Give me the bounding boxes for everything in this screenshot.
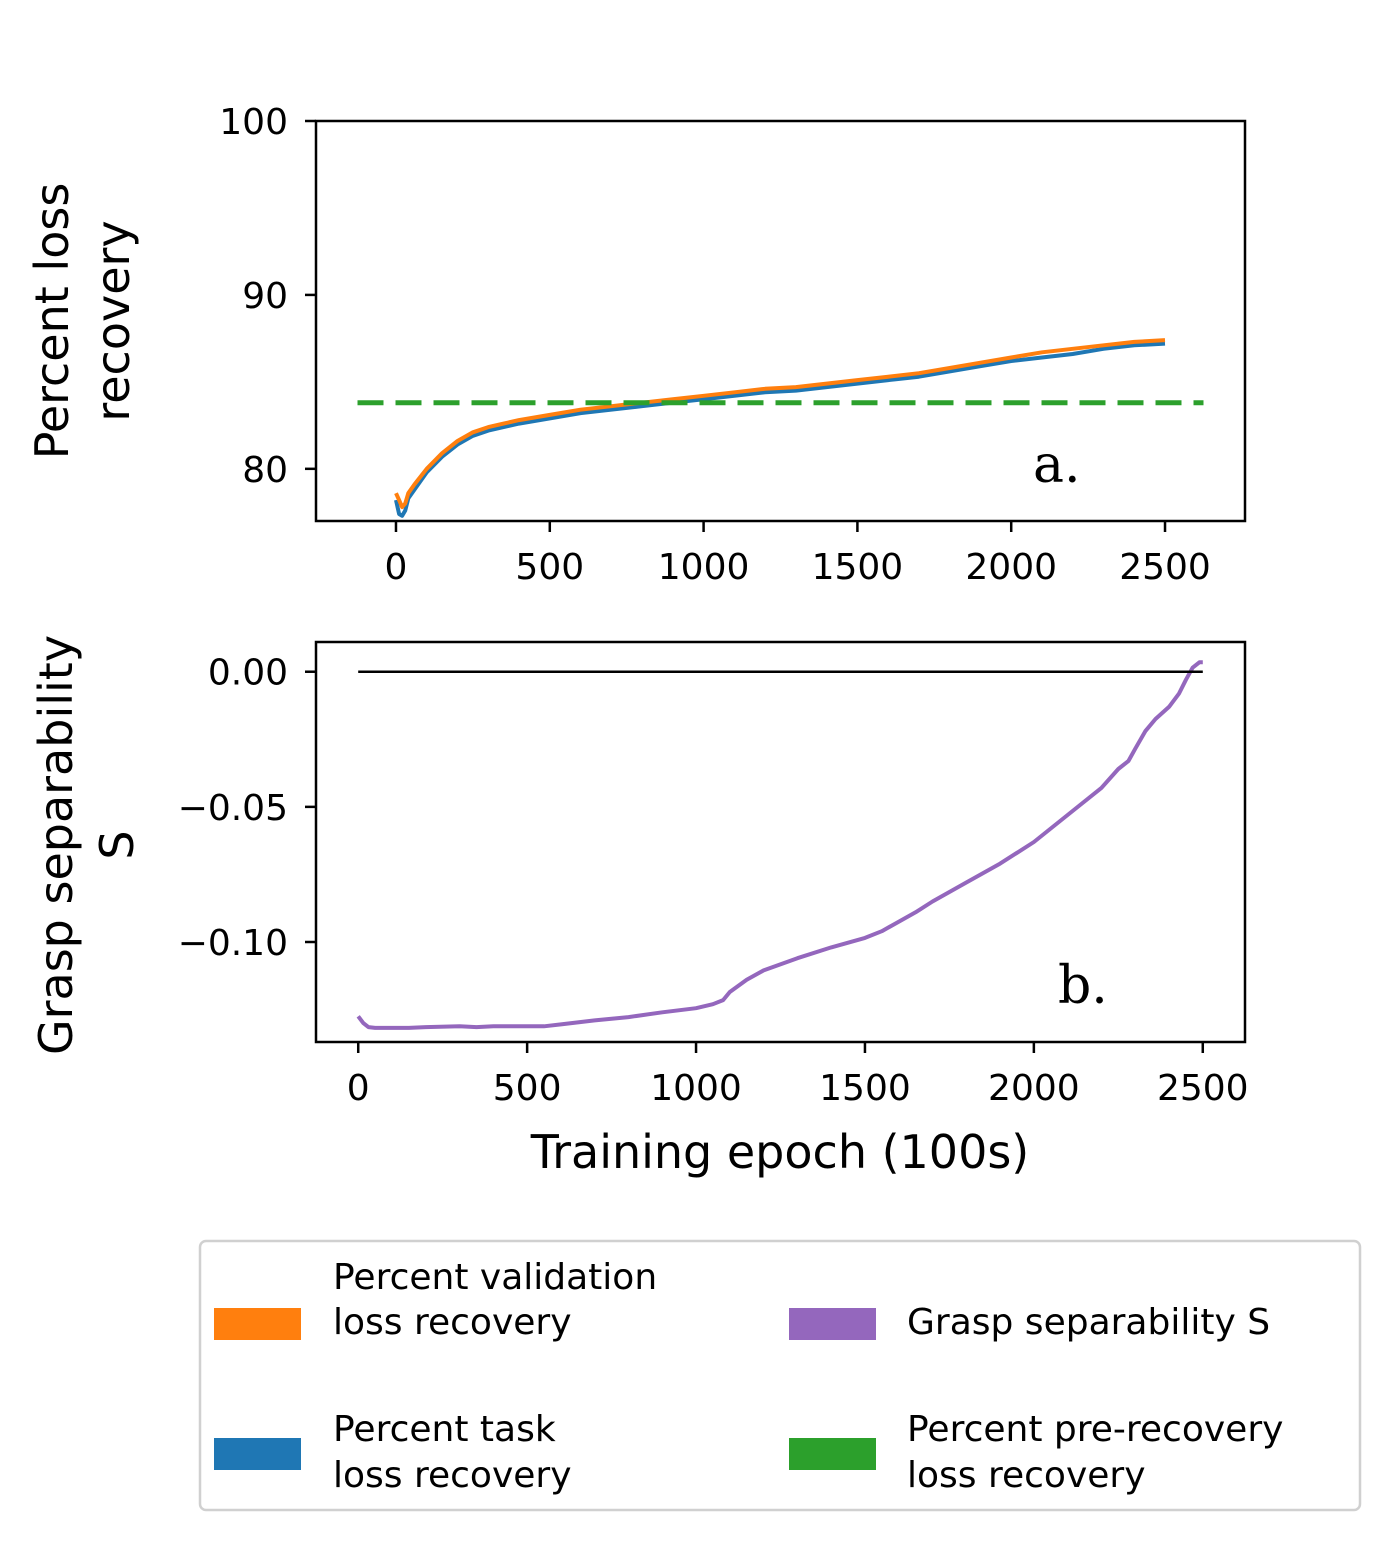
panel-b-x-ticks: 0 500 1000 1500 2000 2500: [347, 1042, 1249, 1109]
legend-label-task-line2: loss recovery: [333, 1455, 572, 1496]
panel-b-label: b.: [1058, 956, 1108, 1016]
panel-a-y-ticks: 80 90 100: [219, 102, 316, 491]
panel-b-x-tick-label: 1000: [650, 1068, 742, 1109]
panel-a-y-tick-label: 80: [242, 450, 288, 491]
panel-a-frame: [314, 119, 1247, 523]
panel-b-y-ticks: 0.00 −0.05 −0.10: [178, 653, 316, 964]
panel-a-x-tick-label: 0: [385, 547, 408, 588]
legend-swatch-pre-recovery: [789, 1438, 876, 1470]
panel-b-data: [356, 660, 1203, 1030]
panel-b-y-tick-label: −0.10: [178, 923, 288, 964]
legend-label-validation-line1: Percent validation: [333, 1257, 657, 1298]
panel-b-y-tick-label: −0.05: [178, 788, 288, 829]
panel-a-x-ticks: 0 500 1000 1500 2000 2500: [385, 521, 1211, 588]
legend-frame: [198, 1239, 1362, 1512]
panel-a-y-tick-label: 90: [242, 276, 288, 317]
x-axis-label: Training epoch (100s): [530, 1125, 1030, 1179]
panel-b-x-tick-label: 500: [493, 1068, 562, 1109]
panel-b-x-tick-label: 1500: [819, 1068, 911, 1109]
panel-a-ylabel-line2: recovery: [86, 220, 140, 421]
legend-swatch-separability: [789, 1308, 876, 1340]
panel-a: 0 500 1000 1500 2000 2500 80 90 100 a. Percent …: [25, 102, 1247, 588]
panel-a-x-tick-label: 1000: [658, 547, 750, 588]
legend-label-pre-recovery-line1: Percent pre-recovery: [907, 1409, 1283, 1450]
panel-a-x-tick-label: 2000: [965, 547, 1057, 588]
panel-a-ylabel-line1: Percent loss: [25, 183, 79, 460]
legend-swatch-validation: [214, 1308, 301, 1340]
panel-b-x-tick-label: 2000: [988, 1068, 1080, 1109]
legend-label-pre-recovery-line2: loss recovery: [907, 1455, 1146, 1496]
panel-b-x-tick-label: 0: [347, 1068, 370, 1109]
legend-label-separability: Grasp separability S: [907, 1302, 1270, 1343]
panel-b-ylabel-line1: Grasp separability: [29, 635, 83, 1055]
panel-a-series-percent-validation-loss-recovery: [394, 338, 1166, 510]
panel-a-x-tick-label: 2500: [1119, 547, 1211, 588]
legend-swatch-task: [214, 1438, 301, 1470]
panel-a-series-percent-task-loss-recovery: [394, 341, 1166, 518]
panel-b-y-tick-label: 0.00: [208, 653, 288, 694]
panel-b-x-tick-label: 2500: [1157, 1068, 1249, 1109]
panel-a-y-tick-label: 100: [219, 102, 288, 143]
panel-a-label: a.: [1033, 435, 1081, 495]
panel-a-data: [357, 338, 1204, 518]
panel-b-series-grasp-separability-s: [356, 660, 1203, 1030]
panel-a-x-tick-label: 500: [515, 547, 584, 588]
legend: Percent validation loss recovery Grasp s…: [198, 1239, 1362, 1512]
panel-b-frame: [314, 640, 1247, 1044]
panel-b-ylabel-line2: S: [90, 830, 144, 859]
panel-a-x-tick-label: 1500: [812, 547, 904, 588]
panel-b: 0 500 1000 1500 2000 2500 0.00 −0.05 −0.10 b. G…: [29, 635, 1249, 1179]
legend-label-validation-line2: loss recovery: [333, 1302, 572, 1343]
legend-label-task-line1: Percent task: [333, 1409, 556, 1450]
